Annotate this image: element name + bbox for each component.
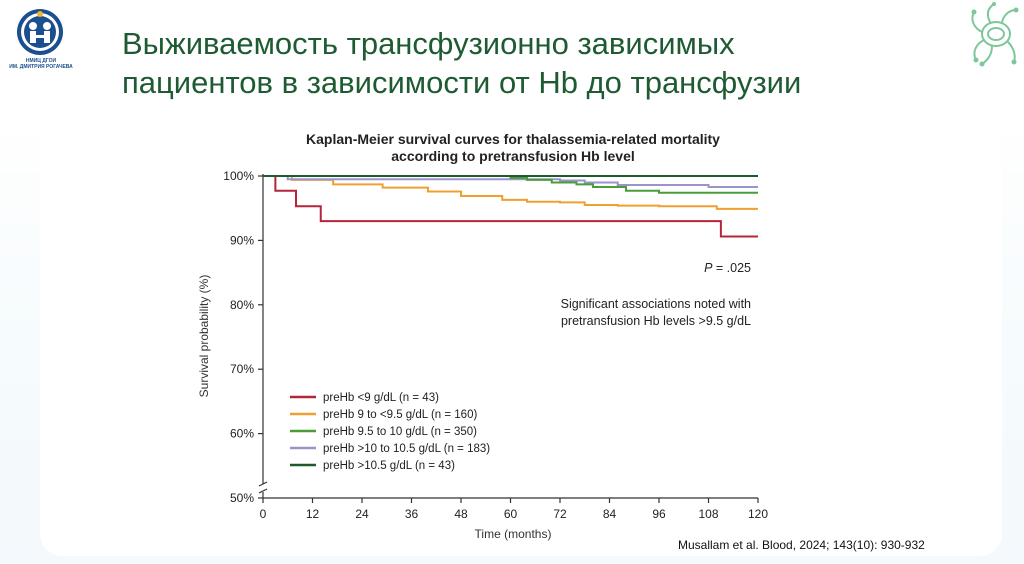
y-tick-label: 70% xyxy=(230,362,254,376)
logo-caption-line2: ИМ. ДМИТРИЯ РОГАЧЕВА xyxy=(9,64,73,70)
slide-title-line2: пациентов в зависимости от Hb до трансфу… xyxy=(122,65,802,100)
y-tick-label: 80% xyxy=(230,298,254,312)
x-tick-label: 60 xyxy=(504,507,518,521)
chart-card xyxy=(40,114,1002,556)
x-tick-label: 24 xyxy=(355,507,369,521)
y-axis-label: Survival probability (%) xyxy=(197,275,211,398)
y-tick-label: 100% xyxy=(223,169,254,183)
logo-caption: НМИЦ ДГОИ ИМ. ДМИТРИЯ РОГАЧЕВА xyxy=(2,58,80,70)
series-line-2 xyxy=(263,175,758,210)
y-tick-label: 90% xyxy=(230,233,254,247)
series-line-4 xyxy=(263,175,758,188)
x-tick-label: 72 xyxy=(553,507,567,521)
x-tick-label: 48 xyxy=(454,507,468,521)
logo-icon xyxy=(17,9,63,55)
virus-decoration-icon xyxy=(971,2,1019,67)
chart-legend: preHb <9 g/dL (n = 43) preHb 9 to <9.5 g/… xyxy=(290,392,490,472)
logo-caption-line1: НМИЦ ДГОИ xyxy=(25,58,57,64)
series-line-1 xyxy=(263,175,758,238)
p-symbol: P xyxy=(704,261,713,275)
legend-label-1: preHb <9 g/dL (n = 43) xyxy=(323,392,439,404)
p-value-number: = .025 xyxy=(712,261,751,275)
x-tick-label: 12 xyxy=(306,507,320,521)
x-axis-label: Time (months) xyxy=(475,527,552,541)
chart-title-line1: Kaplan-Meier survival curves for thalass… xyxy=(306,131,720,147)
y-tick-label: 60% xyxy=(230,427,254,441)
chart-ticks: 100% 90% 80% 70% 60% 50% 0 12 24 36 48 60 72 84 96 108 1… xyxy=(223,169,768,521)
x-tick-label: 36 xyxy=(405,507,419,521)
chart-title-line2: according to pretransfusion Hb level xyxy=(391,148,635,164)
y-tick-label: 50% xyxy=(230,491,254,505)
series-line-3 xyxy=(263,175,758,194)
x-tick-label: 96 xyxy=(652,507,666,521)
chart-series xyxy=(263,175,758,238)
x-tick-label: 0 xyxy=(260,507,267,521)
legend-label-4: preHb >10 to 10.5 g/dL (n = 183) xyxy=(323,443,490,455)
axis-break-mark xyxy=(258,488,268,494)
axis-break-mark xyxy=(258,481,268,487)
x-tick-label: 108 xyxy=(698,507,718,521)
significance-note-line1: Significant associations noted with xyxy=(561,297,751,311)
significance-note-line2: pretransfusion Hb levels >9.5 g/dL xyxy=(561,314,751,328)
citation: Musallam et al. Blood, 2024; 143(10): 93… xyxy=(678,538,925,552)
x-tick-label: 84 xyxy=(603,507,617,521)
slide-title: Выживаемость трансфузионно зависимых пац… xyxy=(122,24,982,102)
legend-label-5: preHb >10.5 g/dL (n = 43) xyxy=(323,460,455,472)
legend-label-3: preHb 9.5 to 10 g/dL (n = 350) xyxy=(323,426,477,438)
legend-label-2: preHb 9 to <9.5 g/dL (n = 160) xyxy=(323,409,477,421)
slide-title-line1: Выживаемость трансфузионно зависимых xyxy=(122,26,735,61)
x-tick-label: 120 xyxy=(748,507,768,521)
p-value-annotation: P = .025 xyxy=(704,261,751,275)
